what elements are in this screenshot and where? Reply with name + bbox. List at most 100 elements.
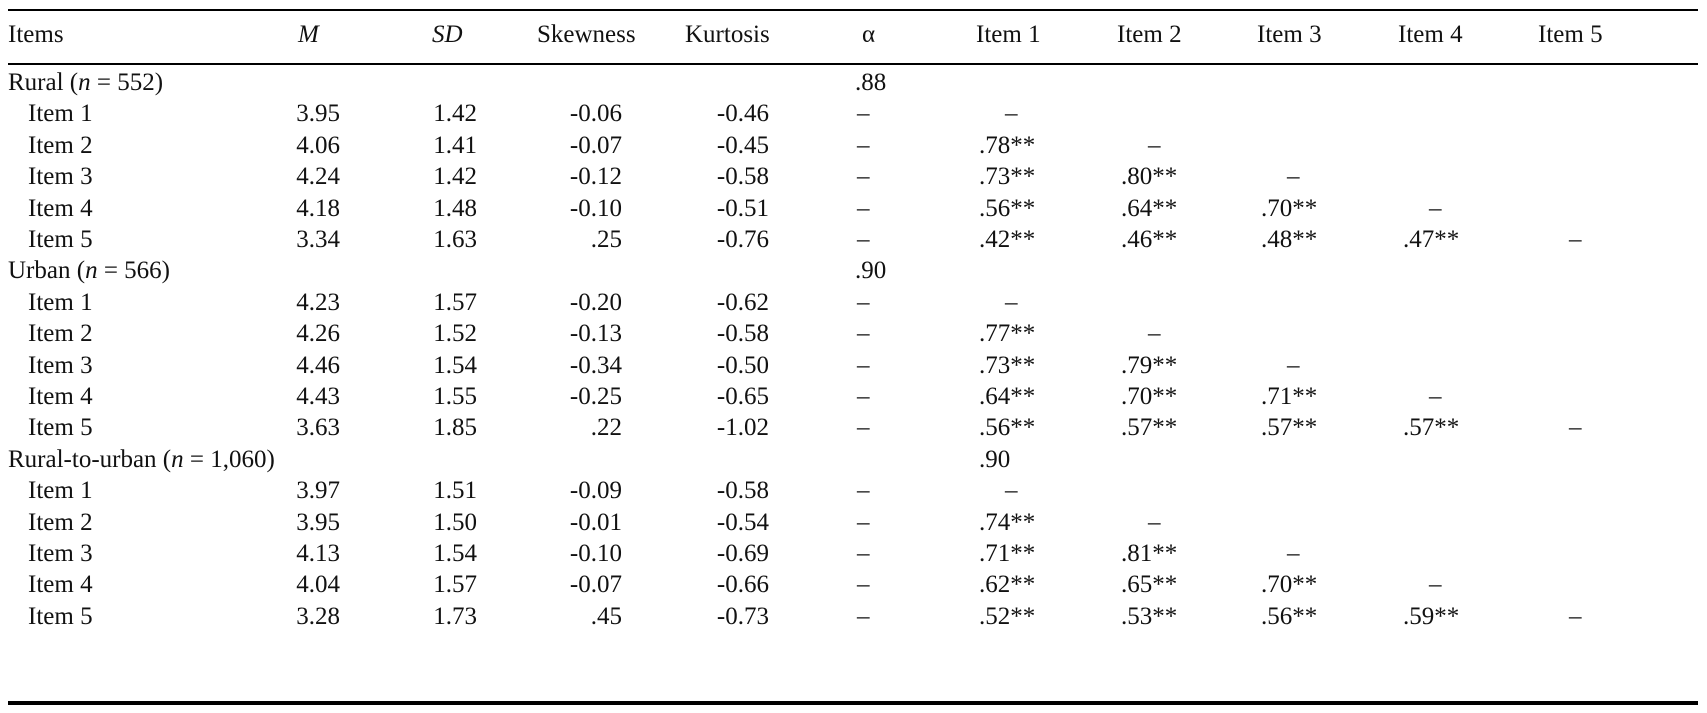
mean-value: 3.95 bbox=[296, 100, 340, 128]
table-row: Item 1 3.97 1.51 -0.09 -0.58 – – bbox=[0, 475, 1707, 506]
alpha-value: – bbox=[857, 194, 870, 222]
header-kurtosis: Kurtosis bbox=[685, 21, 770, 48]
alpha-value: – bbox=[857, 288, 870, 316]
header-items: Items bbox=[8, 21, 64, 48]
correlation-item1: .52** bbox=[979, 602, 1036, 630]
alpha-value: – bbox=[857, 540, 870, 567]
skewness-value: .25 bbox=[590, 226, 622, 253]
mean-value: 4.46 bbox=[296, 351, 340, 379]
correlation-item5: – bbox=[1569, 602, 1582, 630]
skewness-value: -0.10 bbox=[569, 194, 622, 222]
sample-size-symbol: n bbox=[85, 257, 98, 285]
item-label: Item 3 bbox=[28, 351, 93, 379]
group-label: Rural-to-urban (n = 1,060) bbox=[8, 444, 275, 475]
alpha-value: – bbox=[857, 602, 870, 630]
item-label: Item 4 bbox=[28, 194, 93, 222]
alpha-value: – bbox=[857, 226, 870, 253]
skewness-value: -0.34 bbox=[569, 351, 622, 379]
table-row: Item 4 4.43 1.55 -0.25 -0.65 – .64** .70** .71**… bbox=[0, 381, 1707, 412]
kurtosis-value: -0.66 bbox=[716, 571, 769, 599]
kurtosis-value: -0.46 bbox=[716, 100, 769, 128]
correlation-item1: .42** bbox=[979, 226, 1036, 253]
mean-value: 4.43 bbox=[296, 383, 340, 410]
table-row: Item 5 3.28 1.73 .45 -0.73 – .52** .53** .56** .5… bbox=[0, 601, 1707, 632]
table-row: Item 1 3.95 1.42 -0.06 -0.46 – – bbox=[0, 98, 1707, 129]
table-row: Item 5 3.63 1.85 .22 -1.02 – .56** .57** .57** .5… bbox=[0, 412, 1707, 443]
correlation-item3: – bbox=[1287, 163, 1300, 191]
correlation-item2: .70** bbox=[1121, 383, 1178, 410]
kurtosis-value: -0.76 bbox=[716, 226, 769, 253]
mean-value: 4.26 bbox=[296, 320, 340, 348]
item-label: Item 1 bbox=[28, 288, 93, 316]
skewness-value: .22 bbox=[590, 414, 622, 442]
correlation-item4: – bbox=[1429, 571, 1442, 599]
item-label: Item 2 bbox=[28, 320, 93, 348]
correlation-item3: – bbox=[1287, 540, 1300, 567]
group-label-prefix: Urban ( bbox=[8, 257, 86, 285]
item-label: Item 4 bbox=[28, 571, 93, 599]
correlation-item2: .79** bbox=[1121, 351, 1178, 379]
correlation-item3: .56** bbox=[1261, 602, 1318, 630]
correlation-item3: .71** bbox=[1261, 383, 1318, 410]
sd-value: 1.48 bbox=[433, 194, 477, 222]
correlation-item2: .46** bbox=[1121, 226, 1178, 253]
header-item2: Item 2 bbox=[1117, 21, 1182, 48]
group-row: Urban (n = 566) .90 bbox=[0, 255, 1707, 286]
group-alpha: .88 bbox=[855, 69, 887, 96]
skewness-value: -0.01 bbox=[569, 508, 622, 536]
group-label: Rural (n = 552) bbox=[8, 67, 163, 98]
correlation-item2: .81** bbox=[1121, 540, 1178, 567]
sd-value: 1.57 bbox=[433, 571, 477, 599]
skewness-value: -0.10 bbox=[569, 540, 622, 567]
table-row: Item 1 4.23 1.57 -0.20 -0.62 – – bbox=[0, 287, 1707, 318]
kurtosis-value: -0.54 bbox=[716, 508, 769, 536]
table-top-rule bbox=[8, 9, 1698, 11]
table-row: Item 3 4.24 1.42 -0.12 -0.58 – .73** .80** – bbox=[0, 161, 1707, 192]
correlation-item1: .74** bbox=[979, 508, 1036, 536]
group-alpha: .90 bbox=[979, 445, 1011, 473]
item-label: Item 3 bbox=[28, 163, 93, 191]
kurtosis-value: -0.58 bbox=[716, 320, 769, 348]
sd-value: 1.85 bbox=[433, 414, 477, 442]
sd-value: 1.41 bbox=[433, 131, 477, 159]
mean-value: 3.34 bbox=[296, 226, 340, 253]
kurtosis-value: -0.58 bbox=[716, 477, 769, 505]
correlation-item1: – bbox=[1005, 477, 1018, 505]
alpha-value: – bbox=[857, 131, 870, 159]
alpha-value: – bbox=[857, 477, 870, 505]
table-header-rule bbox=[8, 63, 1698, 65]
alpha-value: – bbox=[857, 320, 870, 348]
correlation-item4: .57** bbox=[1403, 414, 1460, 442]
sample-size-symbol: n bbox=[78, 69, 91, 96]
kurtosis-value: -0.51 bbox=[716, 194, 769, 222]
header-skewness: Skewness bbox=[537, 21, 636, 48]
mean-value: 3.95 bbox=[296, 508, 340, 536]
mean-value: 4.24 bbox=[296, 163, 340, 191]
group-label-prefix: Rural ( bbox=[8, 69, 79, 96]
item-label: Item 5 bbox=[28, 414, 93, 442]
alpha-value: – bbox=[857, 163, 870, 191]
correlation-item3: .70** bbox=[1261, 194, 1318, 222]
group-label-suffix: = 566) bbox=[97, 257, 170, 285]
header-item5: Item 5 bbox=[1538, 21, 1603, 48]
correlation-item2: – bbox=[1148, 131, 1161, 159]
correlation-item2: .57** bbox=[1121, 414, 1178, 442]
item-label: Item 2 bbox=[28, 508, 93, 536]
sd-value: 1.54 bbox=[433, 540, 477, 567]
skewness-value: -0.12 bbox=[569, 163, 622, 191]
group-label-prefix: Rural-to-urban ( bbox=[8, 445, 172, 473]
alpha-value: – bbox=[857, 571, 870, 599]
correlation-item2: .53** bbox=[1121, 602, 1178, 630]
skewness-value: .45 bbox=[590, 602, 622, 630]
mean-value: 4.13 bbox=[296, 540, 340, 567]
correlation-item1: .62** bbox=[979, 571, 1036, 599]
correlation-item1: – bbox=[1005, 288, 1018, 316]
header-mean: M bbox=[298, 21, 319, 48]
group-row: Rural-to-urban (n = 1,060) .90 bbox=[0, 444, 1707, 475]
correlation-item1: .71** bbox=[979, 540, 1036, 567]
table-row: Item 3 4.13 1.54 -0.10 -0.69 – .71** .81** – bbox=[0, 538, 1707, 569]
header-item4: Item 4 bbox=[1398, 21, 1463, 48]
sample-size-symbol: n bbox=[171, 445, 184, 473]
alpha-value: – bbox=[857, 508, 870, 536]
correlation-item1: .56** bbox=[979, 194, 1036, 222]
